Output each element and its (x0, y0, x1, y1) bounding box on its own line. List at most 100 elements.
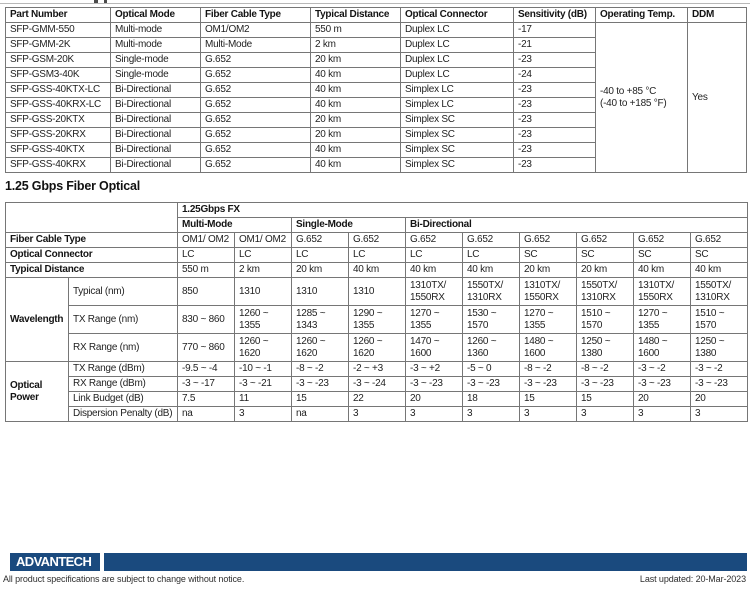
cell-sensitivity: -21 (513, 37, 596, 53)
cell: na (177, 406, 235, 422)
corner-cell (5, 202, 178, 233)
table-row: RX Range (nm) 770 ~ 860 1260 ~ 1620 1260… (6, 333, 749, 362)
operating-temp-line2: (-40 to +185 °F) (600, 97, 667, 109)
cell: 20 (633, 391, 691, 407)
cell: 1470 ~ 1600 (405, 333, 463, 362)
cell: 1480 ~ 1600 (519, 333, 577, 362)
cell: G.652 (405, 232, 463, 248)
row-label: Typical (nm) (68, 277, 178, 306)
cell-sensitivity: -23 (513, 82, 596, 98)
row-label: TX Range (dBm) (68, 361, 178, 377)
cell-optical-mode: Single-mode (110, 52, 201, 68)
cropped-text-remnant (94, 0, 98, 3)
cell-optical-mode: Bi-Directional (110, 97, 201, 113)
cell: -8 ~ -2 (291, 361, 349, 377)
cell: 1480 ~ 1600 (633, 333, 691, 362)
cell-fiber-type: G.652 (200, 142, 311, 158)
cell: SC (519, 247, 577, 263)
row-label: RX Range (dBm) (68, 376, 178, 392)
cell-part-number: SFP-GMM-550 (5, 22, 111, 38)
section-title: 1.25 Gbps Fiber Optical (5, 179, 141, 193)
cell: 1510 ~ 1570 (576, 305, 634, 334)
cell: 20 (405, 391, 463, 407)
column-header: Typical Distance (310, 7, 401, 23)
cell: LC (348, 247, 406, 263)
cell-distance: 40 km (310, 97, 401, 113)
mode-header-bidirectional: Bi-Directional (404, 217, 749, 233)
cell: OM1/ OM2 (234, 232, 292, 248)
cell: G.652 (291, 232, 349, 248)
row-label: TX Range (nm) (68, 305, 178, 334)
cropped-content-line (0, 3, 750, 4)
cell: -10 ~ -1 (234, 361, 292, 377)
cell: 1310 (291, 277, 349, 306)
column-header: Optical Connector (400, 7, 514, 23)
cell: 1260 ~ 1620 (291, 333, 349, 362)
cell: 1550TX/ 1310RX (462, 277, 520, 306)
column-header: Operating Temp. (595, 7, 688, 23)
cell: 3 (689, 406, 749, 422)
table-header-row: 1.25Gbps FX (5, 202, 749, 233)
cell: 1550TX/ 1310RX (689, 277, 749, 306)
cell-fiber-type: G.652 (200, 112, 311, 128)
cell-part-number: SFP-GMM-2K (5, 37, 111, 53)
cell-connector: Simplex SC (400, 127, 514, 143)
cell: 40 km (689, 262, 749, 278)
cell-distance: 20 km (310, 112, 401, 128)
cell: -5 ~ 0 (462, 361, 520, 377)
logo-separator (100, 553, 104, 571)
cell: 3 (462, 406, 520, 422)
cell-distance: 20 km (310, 127, 401, 143)
cell-part-number: SFP-GSS-40KTX-LC (5, 82, 111, 98)
cell-connector: Simplex LC (400, 82, 514, 98)
cell: LC (177, 247, 235, 263)
cell: -3 ~ -24 (348, 376, 406, 392)
cell-part-number: SFP-GSS-40KTX (5, 142, 111, 158)
cell: 40 km (462, 262, 520, 278)
cell-connector: Simplex SC (400, 142, 514, 158)
cell: G.652 (519, 232, 577, 248)
cell: 1550TX/ 1310RX (576, 277, 634, 306)
cell: 1260 ~ 1620 (234, 333, 292, 362)
cell: 3 (348, 406, 406, 422)
cell-optical-mode: Single-mode (110, 67, 201, 83)
cell: 1290 ~ 1355 (348, 305, 406, 334)
cell-sensitivity: -23 (513, 97, 596, 113)
cell: 1260 ~ 1360 (462, 333, 520, 362)
cell: G.652 (633, 232, 691, 248)
cell: 40 km (633, 262, 691, 278)
table-row: SFP-GSM-20K Single-mode G.652 20 km Dupl… (5, 52, 747, 68)
table-row: RX Range (dBm) -3 ~ -17 -3 ~ -21 -3 ~ -2… (6, 376, 749, 392)
mode-header-multimode: Multi-Mode (177, 217, 292, 233)
cell: 22 (348, 391, 406, 407)
span-header-fx: 1.25Gbps FX (176, 202, 749, 218)
sfp-models-table: Part Number Optical Mode Fiber Cable Typ… (5, 7, 747, 173)
cell: 1510 ~ 1570 (689, 305, 749, 334)
cell: -3 ~ -23 (291, 376, 349, 392)
cell-fiber-type: G.652 (200, 157, 311, 173)
cell: 1310 (234, 277, 292, 306)
cell-fiber-type: Multi-Mode (200, 37, 311, 53)
row-label: Fiber Cable Type (5, 232, 178, 248)
cell: -3 ~ -21 (234, 376, 292, 392)
table-row: Wavelength Typical (nm) 850 1310 1310 13… (5, 277, 749, 362)
table-row: Optical Power TX Range (dBm) -9.5 ~ -4 -… (5, 361, 749, 422)
cell-distance: 40 km (310, 82, 401, 98)
cell: 1250 ~ 1380 (576, 333, 634, 362)
cell: 830 ~ 860 (177, 305, 235, 334)
table-row: Typical Distance 550 m 2 km 20 km 40 km … (5, 262, 749, 278)
cell-sensitivity: -17 (513, 22, 596, 38)
cell: 1270 ~ 1355 (405, 305, 463, 334)
row-label: RX Range (nm) (68, 333, 178, 362)
cell: 850 (177, 277, 235, 306)
row-label: Optical Connector (5, 247, 178, 263)
table-row: SFP-GSS-40KRX Bi-Directional G.652 40 km… (5, 157, 747, 173)
cell-distance: 20 km (310, 52, 401, 68)
advantech-logo: ADVANTECH (16, 554, 92, 569)
fx-specs-table: 1.25Gbps FX Multi-Mode Single-Mode Bi-Di… (5, 202, 749, 422)
table-row: SFP-GSS-40KTX-LC Bi-Directional G.652 40… (5, 82, 747, 98)
table-row: Dispersion Penalty (dB) na 3 na 3 3 3 3 … (6, 406, 749, 422)
cell: 550 m (177, 262, 235, 278)
cell: -3 ~ -23 (689, 376, 749, 392)
cell: 1260 ~ 1355 (234, 305, 292, 334)
